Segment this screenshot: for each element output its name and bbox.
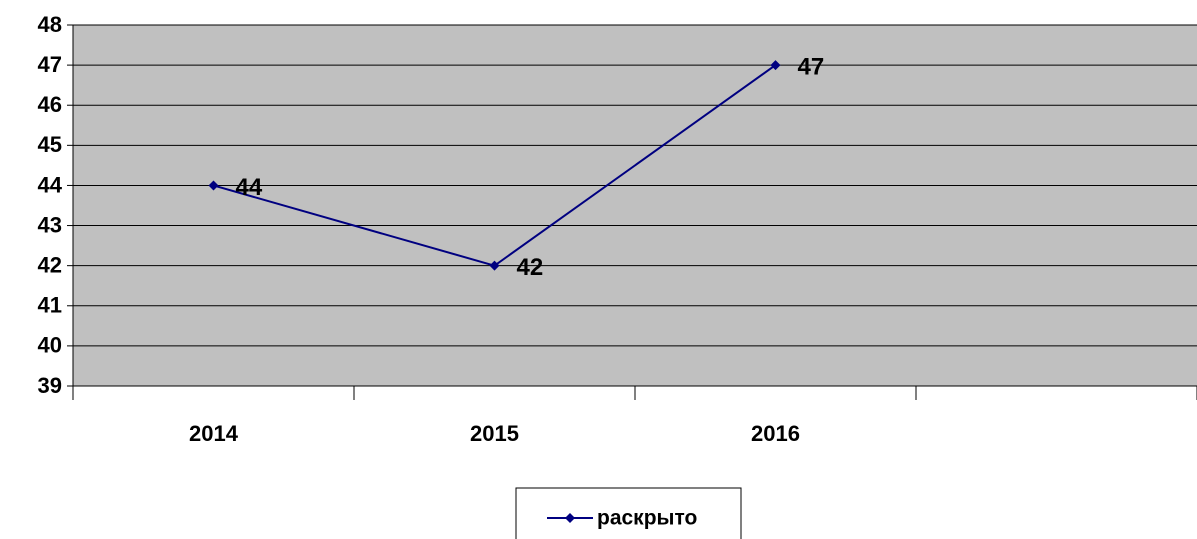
y-tick-label: 41 bbox=[38, 293, 62, 318]
data-label: 42 bbox=[517, 254, 544, 281]
x-tick-label: 2015 bbox=[470, 421, 519, 446]
data-label: 47 bbox=[798, 53, 825, 80]
y-tick-label: 40 bbox=[38, 333, 62, 358]
legend-box bbox=[515, 487, 742, 539]
y-tick-label: 44 bbox=[38, 172, 63, 197]
plot-area bbox=[73, 25, 1197, 386]
data-label: 44 bbox=[236, 174, 263, 201]
y-tick-label: 47 bbox=[38, 52, 62, 77]
x-tick-label: 2016 bbox=[751, 421, 800, 446]
legend-marker bbox=[565, 513, 575, 523]
y-tick-label: 45 bbox=[38, 132, 62, 157]
y-tick-label: 42 bbox=[38, 252, 62, 277]
x-tick-label: 2014 bbox=[189, 421, 239, 446]
y-tick-label: 39 bbox=[38, 373, 62, 398]
data-point bbox=[489, 260, 500, 271]
data-point bbox=[208, 180, 219, 191]
y-tick-label: 48 bbox=[38, 12, 62, 37]
legend-label: раскрыто bbox=[597, 507, 697, 530]
y-tick-label: 43 bbox=[38, 212, 62, 237]
y-tick-label: 46 bbox=[38, 92, 62, 117]
data-point bbox=[770, 60, 781, 71]
